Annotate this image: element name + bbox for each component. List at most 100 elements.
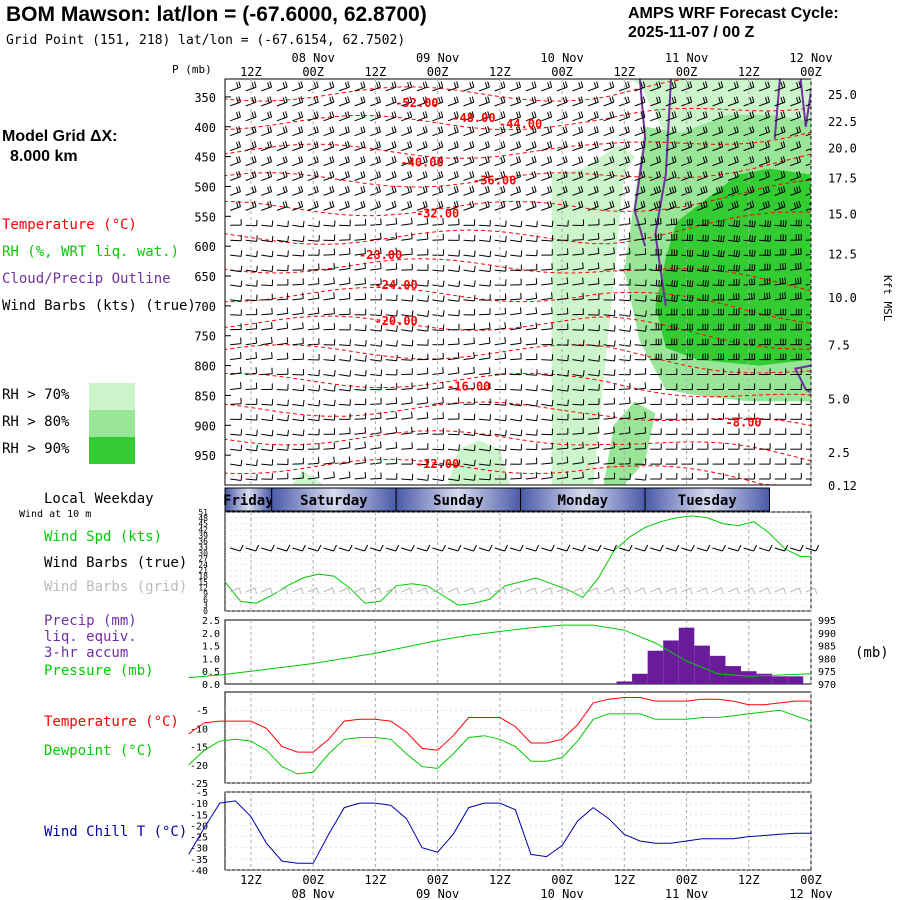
barb-shaft [307,224,319,228]
wind-barb [401,310,414,317]
barb-flag [300,185,304,192]
wind-barb [712,428,724,435]
wind-barb [292,471,304,480]
barb-flag [795,293,797,300]
barb-shaft [276,389,288,391]
barb-flag [360,127,364,133]
wind-barb [712,126,724,137]
wind-barb [587,232,600,241]
barb-flag [347,81,350,88]
wind-barb [603,218,615,226]
barb-flag [782,263,784,270]
wind-speed-tick: 6 [203,595,208,604]
barb-shaft [385,86,397,92]
barb-flag [769,235,772,242]
wind-barb [339,399,351,406]
wind-barb [774,473,787,480]
wind-barb [416,111,428,122]
wind-barb [572,384,585,392]
barb-flag [251,97,255,104]
barb-flag [505,414,507,421]
grid-point: Grid Point (151, 218) lat/lon = (-67.615… [6,33,406,48]
barb-flag [613,340,616,347]
wind-barb [603,426,615,435]
wind-barb [323,354,336,362]
barb-flag [644,217,647,224]
barb-shaft [385,329,397,332]
barb-shaft [758,206,770,211]
barb-flag [551,220,554,227]
barb-shaft [758,101,770,107]
wind-barb [416,427,429,435]
barb-flag [282,201,286,208]
barb-flag [565,156,568,162]
wind-barb [385,397,398,405]
barb-shaft [245,269,257,273]
surface-barb-grid [603,587,613,593]
wind-barb [774,96,786,107]
wind-barb [712,264,725,272]
wind-barb [276,322,289,331]
wind-barb [323,471,335,480]
wind-barb [292,292,304,301]
barb-shaft [572,146,583,152]
wind-barb [619,232,631,241]
barb-flag [317,307,320,314]
barb-shaft [510,418,522,422]
barb-shaft [447,357,459,361]
barb-shaft [432,206,443,211]
barb-flag [551,414,554,421]
barb-flag [344,141,348,148]
barb-shaft [650,146,661,152]
barb-flag [645,325,647,332]
barb-flag [689,170,693,177]
barb-flag [329,112,332,119]
surface-barb-true-flag [753,544,758,552]
barb-flag [598,472,600,479]
weekday-name: Sunday [433,493,484,509]
barb-flag [686,264,689,271]
barb-shaft [261,342,273,346]
top-date-label: 11 Nov [665,51,708,65]
barb-flag [502,170,506,177]
surface-barb-grid [556,587,567,593]
wind-barb [790,277,802,286]
temperature-panel-frame [224,691,812,784]
wind-barb [416,126,428,137]
height-tick: 20.0 [828,142,857,156]
wind-barb [774,338,787,346]
barb-shaft [479,478,491,481]
wind-barb [774,413,787,420]
wind-barb [401,396,413,405]
barb-shaft [587,116,599,122]
wind-barb [572,170,584,181]
barb-shaft [618,176,630,181]
wind-barb [478,96,490,107]
barb-shaft [292,389,304,392]
bottom-hour-label: 00Z [676,873,698,887]
barb-flag [718,141,721,148]
barb-shaft [587,176,599,181]
barb-flag [411,295,414,302]
surface-barb-true [634,547,645,552]
barb-flag [469,156,472,163]
barb-flag [426,382,429,389]
barb-flag [736,200,739,207]
barb-flag [518,126,522,133]
wind-barb [743,141,755,152]
barb-flag [440,200,444,207]
barb-shaft [603,238,615,241]
wind-barb [743,413,756,420]
wind-barb [696,219,709,227]
barb-flag [393,170,397,177]
wind-barb [805,389,811,390]
barb-shaft [416,344,428,346]
barb-shaft [510,191,521,196]
barb-flag [596,81,599,88]
barb-shaft [370,329,382,332]
barb-flag [267,127,270,133]
barb-flag [816,263,817,269]
barb-shaft [510,239,522,243]
wind-barb [261,265,274,272]
wind-barb [696,413,709,420]
